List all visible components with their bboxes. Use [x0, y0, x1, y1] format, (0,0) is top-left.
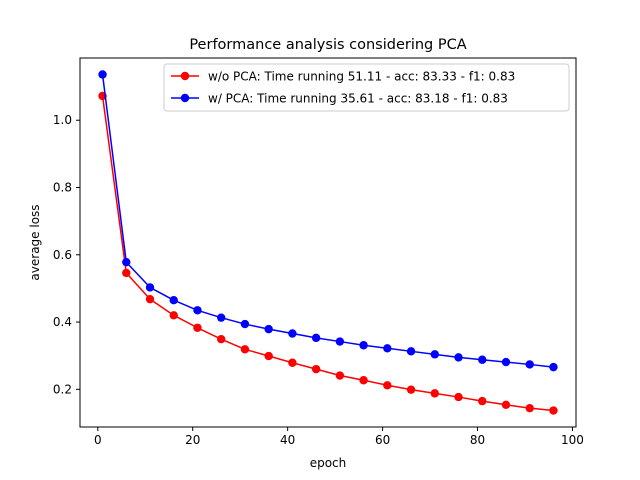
data-point — [122, 257, 131, 267]
x-tick-label: 40 — [280, 433, 295, 447]
data-point — [501, 400, 511, 409]
data-point — [525, 360, 534, 369]
data-point — [478, 396, 487, 406]
x-tick-label: 20 — [185, 433, 200, 447]
data-point — [217, 335, 226, 344]
x-tick-label: 0 — [94, 433, 102, 447]
data-point — [549, 362, 558, 372]
y-tick-label: 0.8 — [53, 181, 72, 195]
data-point — [383, 344, 392, 353]
data-point — [264, 351, 273, 361]
x-tick-label: 60 — [375, 433, 390, 447]
x-tick-label: 80 — [470, 433, 485, 447]
data-point — [454, 392, 463, 402]
legend-label: w/o PCA: Time running 51.11 - acc: 83.33… — [208, 70, 515, 84]
data-point — [501, 357, 511, 367]
data-point — [311, 364, 321, 374]
data-point — [169, 295, 178, 305]
data-point — [478, 355, 487, 364]
data-point — [430, 350, 439, 359]
data-point — [549, 406, 558, 415]
data-point — [311, 333, 321, 343]
data-point — [454, 353, 463, 362]
data-point — [430, 389, 439, 398]
data-point — [98, 70, 107, 79]
data-point — [145, 294, 155, 304]
series-2 — [98, 70, 558, 372]
legend: w/o PCA: Time running 51.11 - acc: 83.33… — [163, 63, 570, 112]
data-point — [383, 381, 392, 390]
data-point — [240, 319, 250, 329]
data-point — [359, 341, 368, 350]
data-point — [288, 329, 297, 338]
data-point — [193, 306, 202, 315]
x-tick-label: 100 — [561, 433, 584, 447]
y-tick-label: 0.2 — [53, 382, 72, 396]
data-point — [525, 403, 534, 413]
data-point — [406, 347, 416, 356]
data-point — [169, 311, 178, 320]
data-point — [359, 376, 368, 385]
data-point — [264, 324, 273, 334]
axes: 0 20 40 60 80 100 0.2 0.4 0.6 0.8 1.0 — [53, 113, 584, 447]
data-point — [335, 337, 345, 346]
plot-area — [98, 70, 558, 415]
data-point — [406, 385, 416, 394]
legend-swatch-marker — [180, 93, 190, 103]
chart-title: Performance analysis considering PCA — [189, 37, 466, 53]
y-tick-label: 0.4 — [53, 315, 72, 329]
data-point — [193, 323, 202, 332]
data-point — [240, 345, 250, 354]
legend-box — [163, 63, 570, 112]
legend-label: w/ PCA: Time running 35.61 - acc: 83.18 … — [208, 92, 508, 106]
data-point — [288, 358, 297, 367]
y-axis-title: average loss — [28, 204, 42, 280]
data-point — [145, 283, 155, 292]
data-point — [217, 313, 226, 322]
data-point — [335, 371, 345, 380]
axes-frame — [79, 57, 577, 428]
data-point — [122, 268, 131, 278]
y-tick-label: 0.6 — [53, 248, 72, 262]
series-1 — [98, 91, 558, 415]
y-tick-label: 1.0 — [53, 113, 72, 127]
legend-swatch-marker — [180, 71, 190, 81]
x-axis-title: epoch — [310, 456, 347, 470]
